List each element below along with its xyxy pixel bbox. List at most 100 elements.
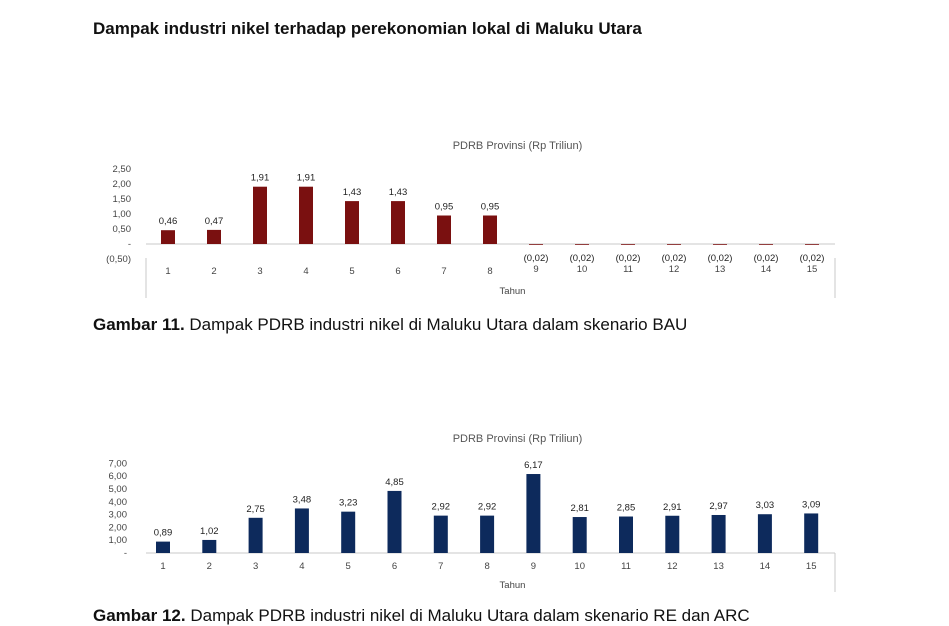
y-tick-label: 2,00 — [113, 179, 132, 190]
bar-1 — [161, 230, 175, 244]
bar-5 — [341, 511, 356, 553]
chart-title: PDRB Provinsi (Rp Triliun) — [453, 140, 583, 152]
bar-14 — [759, 244, 773, 245]
data-label-3: 2,75 — [246, 504, 265, 515]
bar-10 — [575, 244, 589, 245]
x-tick-label-15: 15 — [806, 561, 817, 572]
bar-2 — [202, 539, 217, 553]
data-label-8: 0,95 — [481, 202, 500, 213]
bar-6 — [391, 201, 405, 244]
x-tick-label-4: 4 — [303, 266, 308, 277]
data-label-15: 3,09 — [802, 499, 821, 510]
y-tick-label: 2,00 — [109, 522, 128, 533]
data-label-6: 1,43 — [389, 187, 408, 198]
y-tick-label: 3,00 — [109, 510, 128, 521]
y-tick-label: 2,50 — [113, 164, 132, 175]
data-label-15: (0,02) — [800, 253, 825, 264]
x-tick-label-7: 7 — [441, 266, 446, 277]
x-tick-label-2: 2 — [211, 266, 216, 277]
data-label-14: 3,03 — [756, 500, 775, 511]
bar-15 — [805, 244, 819, 245]
bar-13 — [713, 244, 727, 245]
bar-11 — [619, 516, 633, 553]
bar-8 — [483, 215, 497, 244]
x-tick-label-4: 4 — [299, 561, 304, 572]
x-tick-label-1: 1 — [160, 561, 165, 572]
data-label-14: (0,02) — [754, 253, 779, 264]
data-label-10: (0,02) — [570, 253, 595, 264]
y-tick-label: 5,00 — [109, 484, 128, 495]
bar-1 — [156, 541, 170, 553]
bar-6 — [387, 490, 402, 553]
x-tick-label-15: 15 — [807, 264, 818, 275]
x-tick-label-12: 12 — [667, 561, 678, 572]
bar-7 — [437, 215, 451, 244]
caption-12-label: Gambar 12. — [93, 606, 186, 625]
data-label-4: 3,48 — [293, 494, 312, 505]
x-tick-label-14: 14 — [761, 264, 772, 275]
x-tick-label-6: 6 — [392, 561, 397, 572]
data-label-10: 2,81 — [570, 503, 589, 514]
data-label-7: 2,92 — [432, 502, 451, 513]
x-tick-label-8: 8 — [484, 561, 489, 572]
x-tick-label-5: 5 — [349, 266, 354, 277]
x-tick-label-12: 12 — [669, 264, 680, 275]
figure-caption-11: Gambar 11. Dampak PDRB industri nikel di… — [93, 315, 687, 335]
x-tick-label-9: 9 — [531, 561, 536, 572]
bar-10 — [572, 517, 587, 553]
y-tick-label: 0,50 — [113, 224, 132, 235]
bar-9 — [526, 474, 541, 553]
x-tick-label-13: 13 — [715, 264, 726, 275]
caption-11-label: Gambar 11. — [93, 315, 185, 334]
bar-13 — [711, 514, 726, 553]
y-tick-label: (0,50) — [106, 254, 131, 265]
x-tick-label-3: 3 — [257, 266, 262, 277]
x-tick-label-13: 13 — [713, 561, 724, 572]
x-tick-label-1: 1 — [165, 266, 170, 277]
page-heading: Dampak industri nikel terhadap perekonom… — [93, 19, 642, 38]
bar-9 — [529, 244, 543, 245]
data-label-2: 0,47 — [205, 216, 224, 227]
y-tick-label: - — [124, 548, 127, 559]
bar-14 — [757, 514, 772, 553]
data-label-2: 1,02 — [200, 526, 219, 537]
data-label-1: 0,46 — [159, 216, 178, 227]
bar-4 — [294, 508, 309, 553]
data-label-8: 2,92 — [478, 502, 497, 513]
data-label-12: (0,02) — [662, 253, 687, 264]
bar-3 — [253, 186, 267, 244]
x-axis-title: Tahun — [500, 286, 526, 297]
data-label-7: 0,95 — [435, 202, 454, 213]
x-tick-label-10: 10 — [577, 264, 588, 275]
chart-title: PDRB Provinsi (Rp Triliun) — [453, 433, 583, 445]
x-tick-label-8: 8 — [487, 266, 492, 277]
data-label-5: 3,23 — [339, 498, 358, 509]
bar-8 — [480, 515, 495, 553]
y-tick-label: 4,00 — [109, 497, 128, 508]
x-tick-label-9: 9 — [533, 264, 538, 275]
x-tick-label-6: 6 — [395, 266, 400, 277]
x-tick-label-5: 5 — [346, 561, 351, 572]
bar-5 — [345, 201, 359, 244]
bar-12 — [665, 515, 680, 553]
data-label-11: 2,85 — [617, 503, 636, 514]
x-tick-label-14: 14 — [760, 561, 771, 572]
bar-3 — [248, 517, 263, 553]
bar-15 — [804, 513, 819, 553]
y-tick-label: 1,50 — [113, 194, 132, 205]
data-label-6: 4,85 — [385, 477, 404, 488]
caption-12-text: Dampak PDRB industri nikel di Maluku Uta… — [185, 606, 750, 625]
y-tick-label: 1,00 — [113, 209, 132, 220]
data-label-11: (0,02) — [616, 253, 641, 264]
data-label-3: 1,91 — [251, 173, 270, 184]
data-label-13: (0,02) — [708, 253, 733, 264]
y-tick-label: 6,00 — [109, 471, 128, 482]
data-label-1: 0,89 — [154, 528, 173, 539]
y-tick-label: - — [128, 239, 131, 250]
x-tick-label-7: 7 — [438, 561, 443, 572]
y-tick-label: 1,00 — [109, 535, 128, 546]
caption-11-text: Dampak PDRB industri nikel di Maluku Uta… — [184, 315, 688, 334]
x-tick-label-11: 11 — [621, 561, 631, 572]
